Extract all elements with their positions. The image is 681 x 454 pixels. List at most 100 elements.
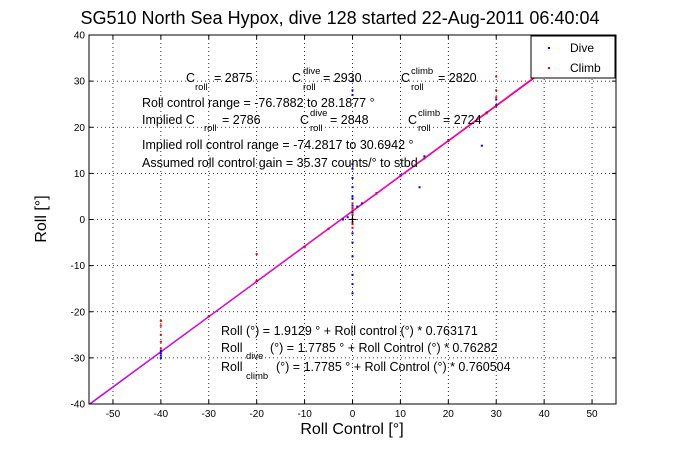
x-tick-label: -10	[297, 409, 312, 420]
y-tick-label: -30	[71, 353, 86, 364]
climb-point	[485, 112, 488, 115]
legend-box	[530, 35, 616, 79]
dive-point	[351, 197, 354, 200]
legend-dive-label: Dive	[570, 41, 594, 55]
x-tick-label: 10	[395, 409, 407, 420]
dive-point	[356, 205, 359, 208]
plot-data	[89, 35, 595, 404]
implied-c-roll-climb-symbol: C	[408, 113, 417, 127]
dive-point	[351, 186, 354, 189]
x-tick-label: 30	[491, 409, 503, 420]
climb-point	[495, 75, 498, 78]
dive-point	[418, 186, 421, 189]
legend-dive-marker	[548, 47, 550, 49]
climb-point	[159, 347, 162, 350]
climb-point	[303, 246, 306, 249]
dive-point	[351, 163, 354, 166]
dive-point	[351, 80, 354, 83]
dive-point	[351, 255, 354, 258]
implied-c-roll-dive-subscript: roll	[310, 123, 323, 134]
x-tick-label: 20	[443, 409, 455, 420]
c-roll-climb-subscript: roll	[411, 82, 424, 93]
climb-point	[255, 279, 258, 282]
c-roll-dive-superscript: dive	[303, 66, 320, 77]
c-roll-value: = 2875	[214, 71, 253, 85]
dive-point	[159, 352, 162, 355]
dive-point	[341, 218, 344, 221]
y-tick-label: 0	[79, 215, 85, 226]
dive-point	[351, 89, 354, 92]
dive-point	[159, 354, 162, 357]
implied-c-roll-climb-superscript: climb	[418, 108, 440, 119]
c-roll-subscript: roll	[195, 82, 208, 93]
climb-point	[255, 253, 258, 256]
c-roll-dive-subscript: roll	[303, 82, 316, 93]
climb-point	[351, 226, 354, 229]
dive-point	[351, 292, 354, 295]
implied-c-roll-dive-superscript: dive	[310, 108, 327, 119]
implied-c-roll-climb-subscript: roll	[418, 123, 431, 134]
climb-point	[423, 157, 426, 160]
c-roll-climb-superscript: climb	[411, 66, 433, 77]
assumed-roll-control-gain: Assumed roll control gain = 35.37 counts…	[142, 156, 418, 170]
x-tick-label: 40	[539, 409, 551, 420]
climb-point	[495, 96, 498, 99]
y-tick-label: 40	[74, 31, 86, 42]
fit-climb-rest: (°) = 1.7785 ° + Roll Control (°) * 0.76…	[276, 360, 511, 374]
x-tick-label: -50	[106, 409, 121, 420]
climb-point	[351, 202, 354, 205]
dive-point	[346, 216, 349, 219]
dive-point	[351, 283, 354, 286]
climb-point	[495, 105, 498, 108]
dive-point	[423, 155, 426, 158]
fit-equation-climb: Roll climb (°) = 1.7785 ° + Roll Control…	[221, 360, 511, 382]
x-axis-label: Roll Control [°]	[300, 421, 403, 438]
implied-roll-control-range: Implied roll control range = -74.2817 to…	[142, 138, 414, 152]
y-tick-label: -10	[71, 261, 86, 272]
dive-point	[351, 232, 354, 235]
fit-dive-rest: (°) = 1.7785 ° + Roll Control (°) * 0.76…	[270, 341, 498, 355]
climb-point	[351, 209, 354, 212]
climb-point	[159, 319, 162, 322]
dive-point	[351, 176, 354, 179]
dive-point	[351, 93, 354, 96]
c-roll-climb-value: = 2820	[438, 71, 477, 85]
climb-point	[351, 213, 354, 216]
legend-climb-label: Climb	[570, 61, 601, 75]
y-tick-label: -20	[71, 307, 86, 318]
fit-equation-all: Roll (°) = 1.9129 ° + Roll control (°) *…	[221, 324, 478, 338]
x-tick-label: 50	[586, 409, 598, 420]
implied-c-roll-dive-symbol: C	[300, 113, 309, 127]
dive-point	[351, 167, 354, 170]
fit-dive-subscript: dive	[246, 351, 263, 362]
y-tick-label: -40	[71, 400, 86, 411]
annotation-c-roll: C roll = 2875 C dive roll = 2930 C climb…	[186, 66, 477, 93]
x-tick-label: -40	[154, 409, 169, 420]
dive-point	[351, 273, 354, 276]
c-roll-dive-value: = 2930	[323, 71, 362, 85]
climb-point	[207, 315, 210, 318]
y-axis-label: Roll [°]	[33, 195, 50, 242]
fit-climb-subscript: climb	[246, 371, 268, 382]
climb-point	[159, 324, 162, 327]
fit-climb-prefix: Roll	[221, 360, 243, 374]
fit-dive-prefix: Roll	[221, 341, 243, 355]
c-roll-symbol: C	[186, 71, 195, 85]
dive-point	[495, 104, 498, 107]
legend: Dive Climb	[530, 35, 616, 79]
climb-point	[399, 175, 402, 178]
x-tick-label: -20	[249, 409, 264, 420]
y-tick-label: 30	[74, 77, 86, 88]
roll-control-range: Roll control range = -76.7882 to 28.1877…	[142, 96, 375, 110]
axis-ticks: -50 -40 -30 -20 -10 0 10 20 30 40 50 -40 -30 -20 -10 0 1…	[71, 31, 616, 420]
dive-point	[495, 98, 498, 101]
x-tick-label: 0	[350, 409, 356, 420]
dive-point	[351, 211, 354, 214]
y-tick-label: 10	[74, 169, 86, 180]
dive-point	[351, 241, 354, 244]
y-tick-label: 20	[74, 123, 86, 134]
implied-c-roll-symbol: Implied C	[142, 113, 195, 127]
implied-c-roll-subscript: roll	[204, 123, 217, 134]
implied-c-roll-climb-value: = 2724	[443, 113, 482, 127]
annotation-implied-c-roll: Implied C roll = 2786 C dive roll = 2848…	[142, 108, 482, 134]
